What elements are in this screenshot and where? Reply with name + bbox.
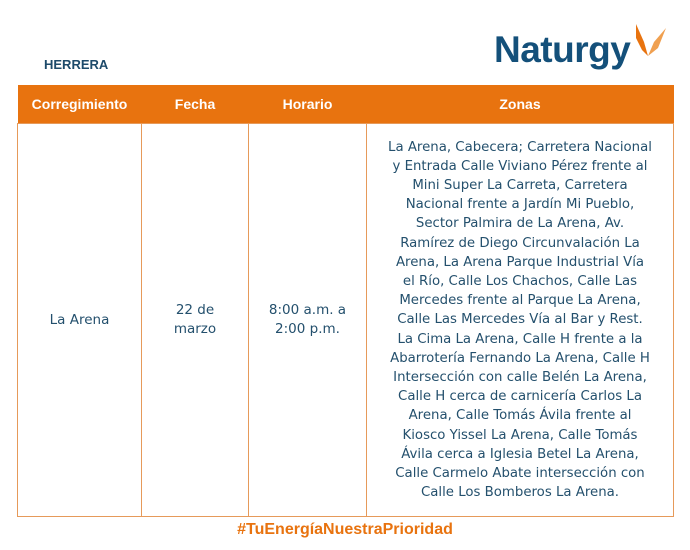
zonas-line: Mini Super La Carreta, Carretera <box>412 177 628 193</box>
zonas-line: Calle H cerca de carnicería Carlos La <box>398 389 642 405</box>
zonas-line: Mercedes frente al Parque La Arena, <box>399 293 641 309</box>
zonas-line: Calle Los Bomberos La Arena. <box>420 485 620 501</box>
zonas-line: Intersección con calle Belén La Arena, <box>393 370 647 385</box>
zonas-line: el Río, Calle Los Chachos, Calle Las <box>402 273 638 289</box>
table-row: La Arena 22 de marzo 8:00 a.m. a 2:00 p.… <box>17 123 674 517</box>
horario-line: 8:00 a.m. a <box>268 302 347 318</box>
table-header-row: Corregimiento Fecha Horario Zonas <box>17 85 674 124</box>
cell-zonas: La Arena, Cabecera; Carretera Nacional y … <box>366 123 674 517</box>
column-header-corregimiento: Corregimiento <box>17 85 142 124</box>
zonas-line: Nacional frente a Jardín Mi Pueblo, <box>405 197 635 213</box>
zonas-line: Kiosco Yissel La Arena, Calle Tomás <box>402 427 638 443</box>
zonas-line: La Cima La Arena, Calle H frente a la <box>397 331 643 347</box>
outage-schedule-table: Corregimiento Fecha Horario Zonas La Are… <box>17 85 674 517</box>
naturgy-logo: Naturgy <box>494 22 668 72</box>
zonas-line: Sector Palmira de La Arena, Av. <box>415 216 625 232</box>
column-header-horario: Horario <box>248 85 367 124</box>
fecha-line: marzo <box>173 321 217 337</box>
butterfly-icon <box>636 24 667 56</box>
region-title: HERRERA <box>44 57 109 72</box>
column-header-zonas: Zonas <box>366 85 674 124</box>
logo-text: Naturgy <box>494 29 631 70</box>
zonas-line: Calle Carmelo Abate intersección con <box>395 466 645 482</box>
zonas-line: Abarrotería Fernando La Arena, Calle H <box>390 350 650 366</box>
cell-corregimiento: La Arena <box>17 123 142 517</box>
zonas-line: Ávila cerca a Iglesia Betel La Arena, <box>401 446 639 462</box>
fecha-line: 22 de <box>175 302 215 318</box>
cell-fecha: 22 de marzo <box>141 123 249 517</box>
zonas-line: Calle Las Mercedes Vía al Bar y Rest. <box>397 312 643 328</box>
column-header-fecha: Fecha <box>141 85 249 124</box>
zonas-line: La Arena, Cabecera; Carretera Nacional <box>388 139 652 155</box>
zonas-line: Arena, Calle Tomás Ávila frente al <box>408 408 632 424</box>
footer-hashtag: #TuEnergíaNuestraPrioridad <box>237 521 453 538</box>
zonas-line: Arena, La Arena Parque Industrial Vía <box>395 254 645 270</box>
zonas-line: Ramírez de Diego Circunvalación La <box>400 235 640 251</box>
zonas-line: y Entrada Calle Viviano Pérez frente al <box>392 158 648 174</box>
horario-line: 2:00 p.m. <box>275 321 340 337</box>
cell-horario: 8:00 a.m. a 2:00 p.m. <box>248 123 367 517</box>
